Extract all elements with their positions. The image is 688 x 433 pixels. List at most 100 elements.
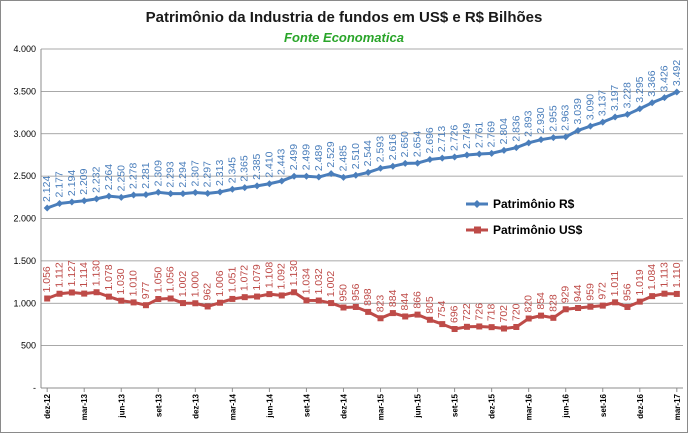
data-point xyxy=(365,308,372,315)
data-point xyxy=(439,321,446,328)
data-point xyxy=(500,325,507,332)
data-label: 2.365 xyxy=(239,155,251,181)
data-point xyxy=(402,313,409,320)
data-label: 754 xyxy=(436,300,448,318)
data-label: 2.769 xyxy=(486,121,498,147)
data-label: 2.232 xyxy=(91,166,103,192)
x-tick-label: set-14 xyxy=(302,393,311,417)
data-point xyxy=(475,150,483,158)
data-point xyxy=(574,126,582,134)
data-label: 950 xyxy=(337,284,349,302)
data-point xyxy=(253,182,261,190)
data-label: 2.593 xyxy=(375,136,387,162)
legend: Patrimônio R$ Patrimônio US$ xyxy=(466,197,583,237)
x-tick-label: dez-14 xyxy=(339,393,348,418)
data-point xyxy=(649,293,656,300)
data-label: 696 xyxy=(449,305,461,323)
data-label: 972 xyxy=(597,282,609,300)
data-label: 1.002 xyxy=(177,271,189,297)
data-point xyxy=(500,146,508,154)
data-point xyxy=(661,290,668,297)
data-label: 823 xyxy=(375,295,387,313)
data-label: 1.112 xyxy=(54,262,66,288)
data-label: 2.385 xyxy=(251,153,263,179)
y-tick-label: 1.000 xyxy=(13,298,36,308)
data-point xyxy=(179,300,186,307)
data-label: 929 xyxy=(560,286,572,304)
data-point xyxy=(254,293,261,300)
data-point xyxy=(525,315,532,322)
data-label: 2.726 xyxy=(449,125,461,151)
data-label: 2.177 xyxy=(54,171,66,197)
data-point xyxy=(624,303,631,310)
data-point xyxy=(130,191,138,199)
y-tick-label: 2.000 xyxy=(13,214,36,224)
data-label: 1.130 xyxy=(91,260,103,286)
data-label: 3.090 xyxy=(584,94,596,120)
data-label: 2.250 xyxy=(115,165,127,191)
chart-title: Patrimônio da Industria de fundos em US$… xyxy=(145,9,543,26)
data-point xyxy=(117,193,125,201)
data-label: 1.034 xyxy=(300,268,312,294)
data-point xyxy=(328,300,335,307)
data-point xyxy=(105,293,112,300)
data-point xyxy=(562,306,569,313)
data-point xyxy=(228,185,236,193)
data-point xyxy=(130,299,137,306)
data-label: 884 xyxy=(387,289,399,307)
data-label: 1.050 xyxy=(152,267,164,293)
data-label: 2.654 xyxy=(412,131,424,157)
data-point xyxy=(56,290,63,297)
y-tick-label: 3.500 xyxy=(13,86,36,96)
data-point xyxy=(327,170,335,178)
data-label: 1.051 xyxy=(226,266,238,292)
y-tick-label: 4.000 xyxy=(13,44,36,54)
data-label: 2.544 xyxy=(362,140,374,166)
data-point xyxy=(586,122,594,130)
data-point xyxy=(488,324,495,331)
gridlines xyxy=(41,48,683,347)
x-tick-label: jun-14 xyxy=(265,393,274,418)
data-label: 1.010 xyxy=(128,270,140,296)
data-point xyxy=(278,292,285,299)
axes: - 500 1.000 1.500 2.000 2.500 3.000 3.500 4.000 d… xyxy=(13,44,683,420)
data-label: 2.313 xyxy=(214,160,226,186)
data-point xyxy=(81,290,88,297)
series-layer xyxy=(43,88,681,333)
data-label: 3.426 xyxy=(658,65,670,91)
y-tick-label: 3.000 xyxy=(13,129,36,139)
legend-label: Patrimônio US$ xyxy=(493,223,583,237)
data-label: 2.650 xyxy=(399,131,411,157)
legend-marker xyxy=(474,226,481,234)
data-point xyxy=(414,159,422,167)
y-tick-label: 500 xyxy=(21,341,36,351)
data-label: 2.713 xyxy=(436,126,448,152)
data-label: 2.194 xyxy=(66,170,78,196)
data-point xyxy=(80,197,88,205)
data-point xyxy=(315,173,323,181)
data-point xyxy=(623,110,631,118)
data-point xyxy=(426,156,434,164)
data-label: 1.011 xyxy=(609,271,621,297)
data-label: 1.079 xyxy=(251,264,263,290)
data-point xyxy=(550,314,557,321)
legend-label: Patrimônio R$ xyxy=(493,197,575,211)
data-point xyxy=(438,154,446,162)
x-tick-label: mar-15 xyxy=(377,393,386,420)
data-label: 2.836 xyxy=(510,115,522,141)
data-point xyxy=(476,323,483,330)
x-tick-label: dez-12 xyxy=(43,393,52,418)
data-point xyxy=(636,298,643,305)
data-label: 3.366 xyxy=(646,70,658,96)
data-point xyxy=(167,295,174,302)
data-point xyxy=(488,149,496,157)
data-label: 2.930 xyxy=(535,107,547,133)
data-point xyxy=(217,299,224,306)
data-point xyxy=(241,294,248,301)
x-tick-label: mar-16 xyxy=(525,393,534,420)
y-tick-label: - xyxy=(33,383,36,393)
data-point xyxy=(105,192,113,200)
data-label: 1.006 xyxy=(214,270,226,296)
data-label: 2.485 xyxy=(337,145,349,171)
data-point xyxy=(302,172,310,180)
